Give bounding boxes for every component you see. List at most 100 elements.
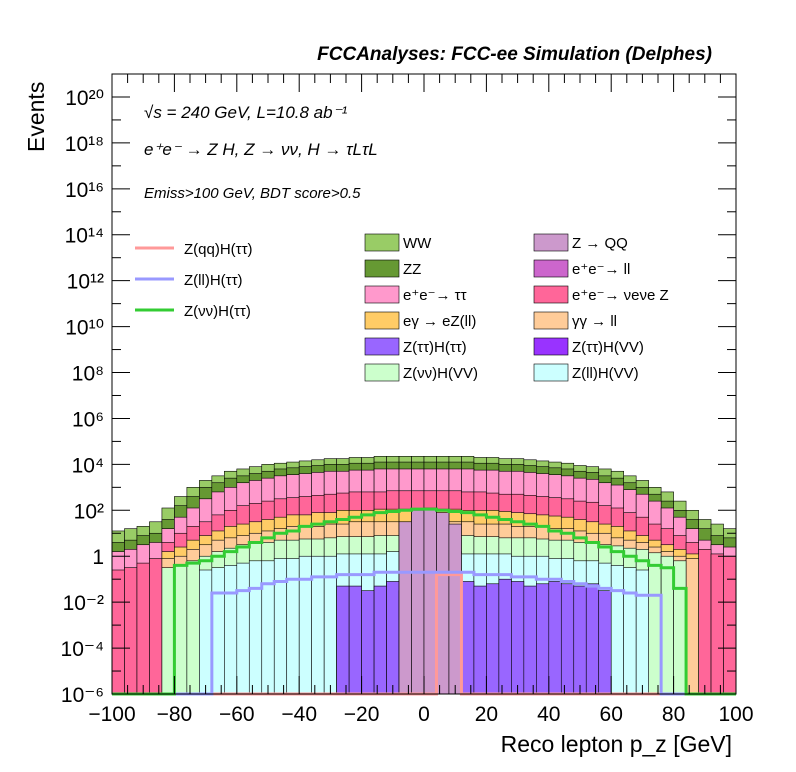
- legend-label-z-ll-h-vv: Z(ll)H(VV): [572, 365, 639, 382]
- chart-title: FCCAnalyses: FCC-ee Simulation (Delphes): [317, 44, 712, 65]
- x-tick-label: 60: [600, 703, 623, 726]
- bar-z-h-20: [361, 590, 375, 695]
- y-tick-label: 10⁶: [72, 408, 104, 431]
- bar-z-h-30: [486, 583, 500, 695]
- legend-swatch-z-ll-h-vv: [533, 363, 569, 382]
- bar-z-h-35: [548, 581, 562, 695]
- bar-z-h-34: [536, 583, 550, 695]
- legend-label-z-h-vv: Z(ττ)H(VV): [572, 339, 644, 356]
- bar-z-h-36: [560, 583, 575, 695]
- y-tick-label: 1: [92, 546, 104, 569]
- x-tick-label: 40: [537, 703, 560, 726]
- legend-label-e-e: e⁺e⁻→ ττ: [403, 287, 467, 304]
- y-tick-label: 10⁸: [72, 363, 104, 386]
- process-annotation: e⁺e⁻ → Z H, Z → νν, H → τLτL: [144, 140, 378, 159]
- x-tick-label: −80: [157, 703, 193, 726]
- y-tick-label: 10¹²: [67, 271, 104, 294]
- y-tick-label: 10¹⁴: [65, 225, 104, 248]
- legend-swatch-ll: [533, 311, 569, 330]
- bar-z-qq-24: [411, 509, 425, 695]
- legend-label-ww: WW: [403, 235, 432, 252]
- legend-label-z-ll-h: Z(ll)H(ττ): [184, 272, 243, 289]
- x-tick-label: 0: [418, 703, 430, 726]
- line-z-ll-h: [112, 570, 736, 696]
- legend-label-z-h: Z(νν)H(ττ): [184, 303, 251, 320]
- bar-z-h-39: [598, 590, 612, 695]
- legend-label-z-h: Z(ττ)H(ττ): [403, 339, 467, 356]
- x-tick-label: −20: [344, 703, 380, 726]
- bar-z-h-vv-43: [648, 552, 662, 695]
- bar-z-h-vv-44: [660, 555, 674, 695]
- bar-z-h-vv-45: [673, 560, 687, 695]
- line-z-h: [112, 507, 736, 696]
- y-tick-labels: 10⁻⁶ 10⁻⁴ 10⁻² 1 10² 10⁴ 10⁶ 10⁸ 10¹⁰ 10¹² 10¹⁴ 10¹…: [61, 87, 104, 707]
- bar-z-h-37: [573, 585, 587, 695]
- axis-ticks: [111, 73, 737, 695]
- y-tick-label: 10¹⁸: [65, 133, 104, 156]
- bar-z-h-vv-4: [161, 567, 175, 695]
- energy-annotation: √s = 240 GeV, L=10.8 ab⁻¹: [144, 103, 348, 122]
- y-tick-label: 10²: [74, 500, 104, 523]
- legend: Z(qq)H(ττ) Z(ll)H(ττ) Z(νν)H(ττ) WW ZZ e⁺e⁻→ …: [135, 233, 669, 382]
- bar-e-e-e-e-z-3: [149, 558, 163, 695]
- bar-e-e-e-e-z-48: [710, 553, 724, 695]
- legend-label-e-e-ll: e⁺e⁻→ ll: [572, 261, 630, 278]
- bar-z-ll-h-vv-12: [261, 560, 275, 695]
- overlay-histograms: [336, 507, 612, 695]
- bar-z-h-28: [461, 581, 475, 695]
- y-tick-label: 10⁻⁴: [61, 638, 104, 661]
- bar-z-h-33: [523, 585, 537, 695]
- y-axis-label: Events: [23, 82, 49, 152]
- bar-z-h-22: [386, 581, 400, 695]
- bar-z-ll-h-vv-10: [236, 562, 250, 695]
- bar-e-e-e-e-z-1: [124, 567, 138, 695]
- y-tick-label: 10²⁰: [65, 87, 104, 110]
- legend-swatch-z-qq: [533, 233, 569, 252]
- legend-label-z-qq-h: Z(qq)H(ττ): [184, 241, 253, 258]
- bar-z-qq-25: [423, 507, 437, 695]
- bar-z-ll-h-vv-41: [623, 567, 637, 695]
- bar-z-ll-h-vv-13: [273, 558, 288, 695]
- legend-swatch-e-e: [364, 285, 400, 304]
- legend-swatch-e-ez-ll: [364, 311, 400, 330]
- x-tick-label: −40: [281, 703, 317, 726]
- x-tick-label: 100: [718, 703, 753, 726]
- legend-swatch-ww: [364, 233, 400, 252]
- bar-z-h-21: [373, 585, 387, 695]
- bar-z-ll-h-vv-15: [298, 555, 312, 695]
- legend-swatch-z-h-vv: [364, 363, 400, 382]
- legend-swatch-z-h: [364, 337, 400, 356]
- bar-z-h-vv-5: [174, 565, 188, 695]
- bar-z-h-38: [585, 583, 600, 695]
- bar-z-qq-27: [448, 523, 462, 695]
- y-tick-label: 10⁻²: [63, 592, 104, 615]
- y-tick-label: 10⁻⁶: [61, 684, 104, 707]
- x-tick-label: −100: [88, 703, 135, 726]
- bar-e-e-e-e-z-0: [111, 569, 125, 695]
- x-tick-labels: −100 −80 −60 −40 −20 0 20 40 60 80 100: [88, 703, 753, 726]
- legend-label-z-qq: Z → QQ: [572, 235, 628, 252]
- bar-z-ll-h-vv-11: [248, 560, 263, 695]
- y-tick-label: 10⁴: [72, 454, 104, 477]
- bar-z-h-32: [511, 581, 525, 695]
- legend-label-e-e-e-e-z: e⁺e⁻→ νeνe Z: [572, 287, 669, 304]
- bar-z-h-19: [348, 585, 362, 695]
- legend-label-z-h-vv: Z(νν)H(VV): [403, 365, 478, 382]
- bar-z-h-vv-6: [186, 560, 200, 695]
- legend-swatch-z-h-vv: [533, 337, 569, 356]
- legend-swatch-e-e-ll: [533, 259, 569, 278]
- legend-label-e-ez-ll: eγ → eZ(ll): [403, 313, 476, 330]
- bar-z-h-31: [498, 578, 512, 695]
- x-tick-label: 80: [662, 703, 685, 726]
- x-tick-label: 20: [475, 703, 498, 726]
- bar-z-ll-h-vv-7: [199, 569, 213, 695]
- legend-swatch-e-e-e-e-z: [533, 285, 569, 304]
- y-tick-label: 10¹⁶: [65, 179, 104, 202]
- legend-label-zz: ZZ: [403, 261, 421, 278]
- bar-z-h-18: [336, 585, 350, 695]
- y-tick-label: 10¹⁰: [65, 317, 104, 340]
- cuts-annotation: Emiss>100 GeV, BDT score>0.5: [144, 185, 361, 202]
- bar-z-ll-h-vv-40: [610, 565, 624, 695]
- bar-ll-46: [685, 558, 699, 695]
